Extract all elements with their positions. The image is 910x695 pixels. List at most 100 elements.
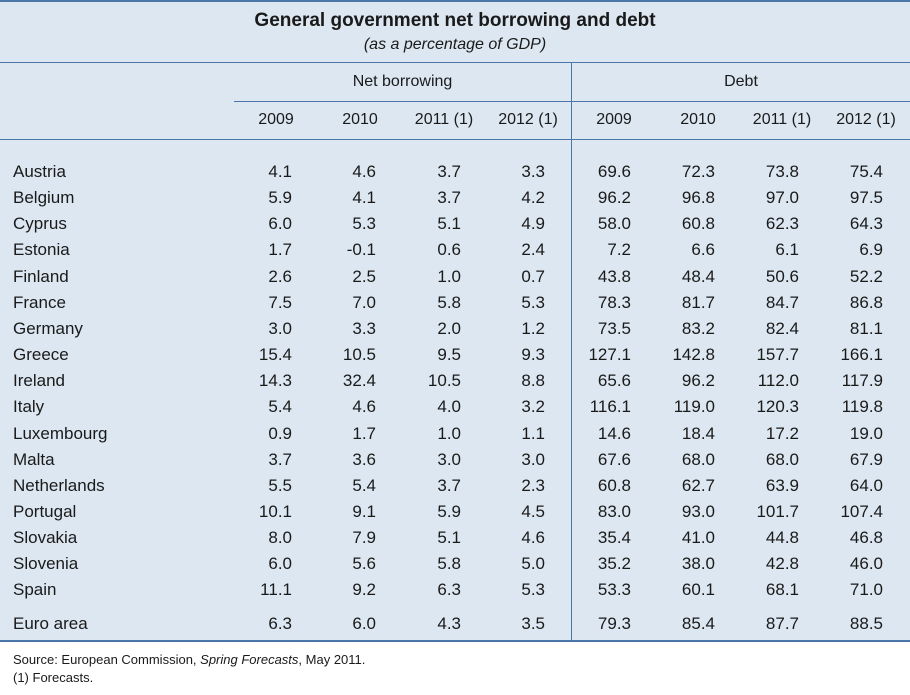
- table-cell: 93.0: [681, 501, 715, 521]
- year-header: 2010: [342, 111, 378, 128]
- table-cell: 2.3: [521, 475, 545, 495]
- table-cell: 3.3: [521, 162, 545, 181]
- table-cell: 84.7: [765, 292, 799, 312]
- group-divider: [571, 62, 572, 642]
- table-cell: 7.9: [352, 528, 376, 548]
- row-label: Belgium: [13, 188, 75, 208]
- table-cell: 5.9: [437, 501, 461, 521]
- table-cell: 7.2: [607, 240, 631, 260]
- row-label: Greece: [13, 345, 69, 365]
- table-cell: 44.8: [765, 528, 799, 548]
- table-cell: 60.8: [597, 475, 631, 495]
- table-cell: 7.5: [268, 292, 292, 312]
- table-cell: 82.4: [765, 318, 799, 338]
- table-cell: 0.6: [437, 240, 461, 260]
- table-cell: 71.0: [849, 580, 883, 600]
- table-cell: 50.6: [765, 266, 799, 286]
- row-label: Slovakia: [13, 528, 78, 548]
- table-cell: 1.2: [521, 318, 545, 338]
- table-cell: 4.1: [268, 162, 292, 181]
- table-cell: -0.1: [346, 240, 376, 260]
- table-cell: 119.8: [841, 397, 883, 417]
- row-label: Finland: [13, 266, 69, 286]
- row-label: Euro area: [13, 614, 88, 633]
- table-cell: 65.6: [597, 371, 631, 391]
- row-label: Ireland: [13, 371, 65, 391]
- table-cell: 68.0: [765, 449, 799, 469]
- table-cell: 2.0: [437, 318, 461, 338]
- table-cell: 2.5: [352, 266, 376, 286]
- year-header: 2012 (1): [498, 111, 558, 128]
- row-label: Cyprus: [13, 214, 67, 234]
- table-cell: 96.8: [681, 188, 715, 208]
- table-cell: 5.8: [437, 292, 461, 312]
- table-cell: 166.1: [840, 345, 883, 365]
- row-label: Malta: [13, 449, 55, 469]
- source-suffix: , May 2011.: [298, 652, 366, 667]
- table-cell: 46.0: [849, 554, 883, 574]
- table-cell: 4.2: [521, 188, 545, 208]
- table-cell: 10.5: [342, 345, 376, 365]
- table-cell: 63.9: [765, 475, 799, 495]
- table-cell: 19.0: [849, 423, 883, 443]
- table-cell: 4.5: [521, 501, 545, 521]
- table-cell: 48.4: [681, 266, 715, 286]
- table-cell: 38.0: [681, 554, 715, 574]
- table-cell: 107.4: [840, 501, 883, 521]
- table-cell: 10.5: [427, 371, 461, 391]
- table-cell: 32.4: [342, 371, 376, 391]
- source-note: Source: European Commission, Spring Fore…: [13, 652, 365, 667]
- table-cell: 96.2: [681, 371, 715, 391]
- table-cell: 116.1: [589, 397, 631, 417]
- table-cell: 46.8: [849, 528, 883, 548]
- table-cell: 68.0: [681, 449, 715, 469]
- group-header-debt: Debt: [724, 73, 758, 90]
- table-cell: 3.0: [521, 449, 545, 469]
- table-cell: 6.3: [437, 580, 461, 600]
- table-cell: 15.4: [258, 345, 292, 365]
- table-cell: 3.7: [437, 475, 461, 495]
- table-cell: 5.0: [521, 554, 545, 574]
- row-label: Spain: [13, 580, 57, 600]
- table-subtitle: (as a percentage of GDP): [363, 36, 547, 53]
- table-cell: 64.0: [849, 475, 883, 495]
- table-cell: 5.8: [437, 554, 461, 574]
- table-cell: 11.1: [260, 580, 292, 600]
- table-cell: 4.1: [352, 188, 376, 208]
- table-cell: 5.3: [352, 214, 376, 234]
- title-band: General government net borrowing and deb…: [0, 0, 910, 62]
- year-header: 2010: [680, 111, 716, 128]
- table-cell: 62.3: [765, 214, 799, 234]
- table-cell: 5.1: [437, 214, 461, 234]
- table-cell: 67.6: [597, 449, 631, 469]
- table-cell: 69.6: [597, 162, 631, 181]
- source-publication: Spring Forecasts: [200, 652, 299, 667]
- table-cell: 3.3: [352, 318, 376, 338]
- table-cell: 3.2: [521, 397, 545, 417]
- table-cell: 60.1: [681, 580, 715, 600]
- table-cell: 0.7: [521, 266, 545, 286]
- table-cell: 9.3: [521, 345, 545, 365]
- table-cell: 4.6: [352, 397, 376, 417]
- table-cell: 8.0: [268, 528, 292, 548]
- table-cell: 3.7: [437, 162, 461, 181]
- table-cell: 3.5: [521, 614, 545, 633]
- table-cell: 97.0: [765, 188, 799, 208]
- table-cell: 35.4: [597, 528, 631, 548]
- table-cell: 53.3: [597, 580, 631, 600]
- table-cell: 4.6: [521, 528, 545, 548]
- table-cell: 157.7: [756, 345, 799, 365]
- row-label: Estonia: [13, 240, 70, 260]
- table-cell: 5.4: [352, 475, 376, 495]
- table-cell: 101.7: [756, 501, 799, 521]
- table-cell: 4.3: [437, 614, 461, 633]
- table-cell: 83.0: [597, 501, 631, 521]
- forecast-note: (1) Forecasts.: [13, 670, 94, 685]
- table-cell: 67.9: [849, 449, 883, 469]
- table-cell: 0.9: [268, 423, 292, 443]
- table-cell: 1.0: [437, 423, 461, 443]
- table-cell: 4.0: [437, 397, 461, 417]
- table-cell: 14.6: [597, 423, 631, 443]
- table-cell: 81.7: [681, 292, 715, 312]
- table-cell: 6.3: [268, 614, 292, 633]
